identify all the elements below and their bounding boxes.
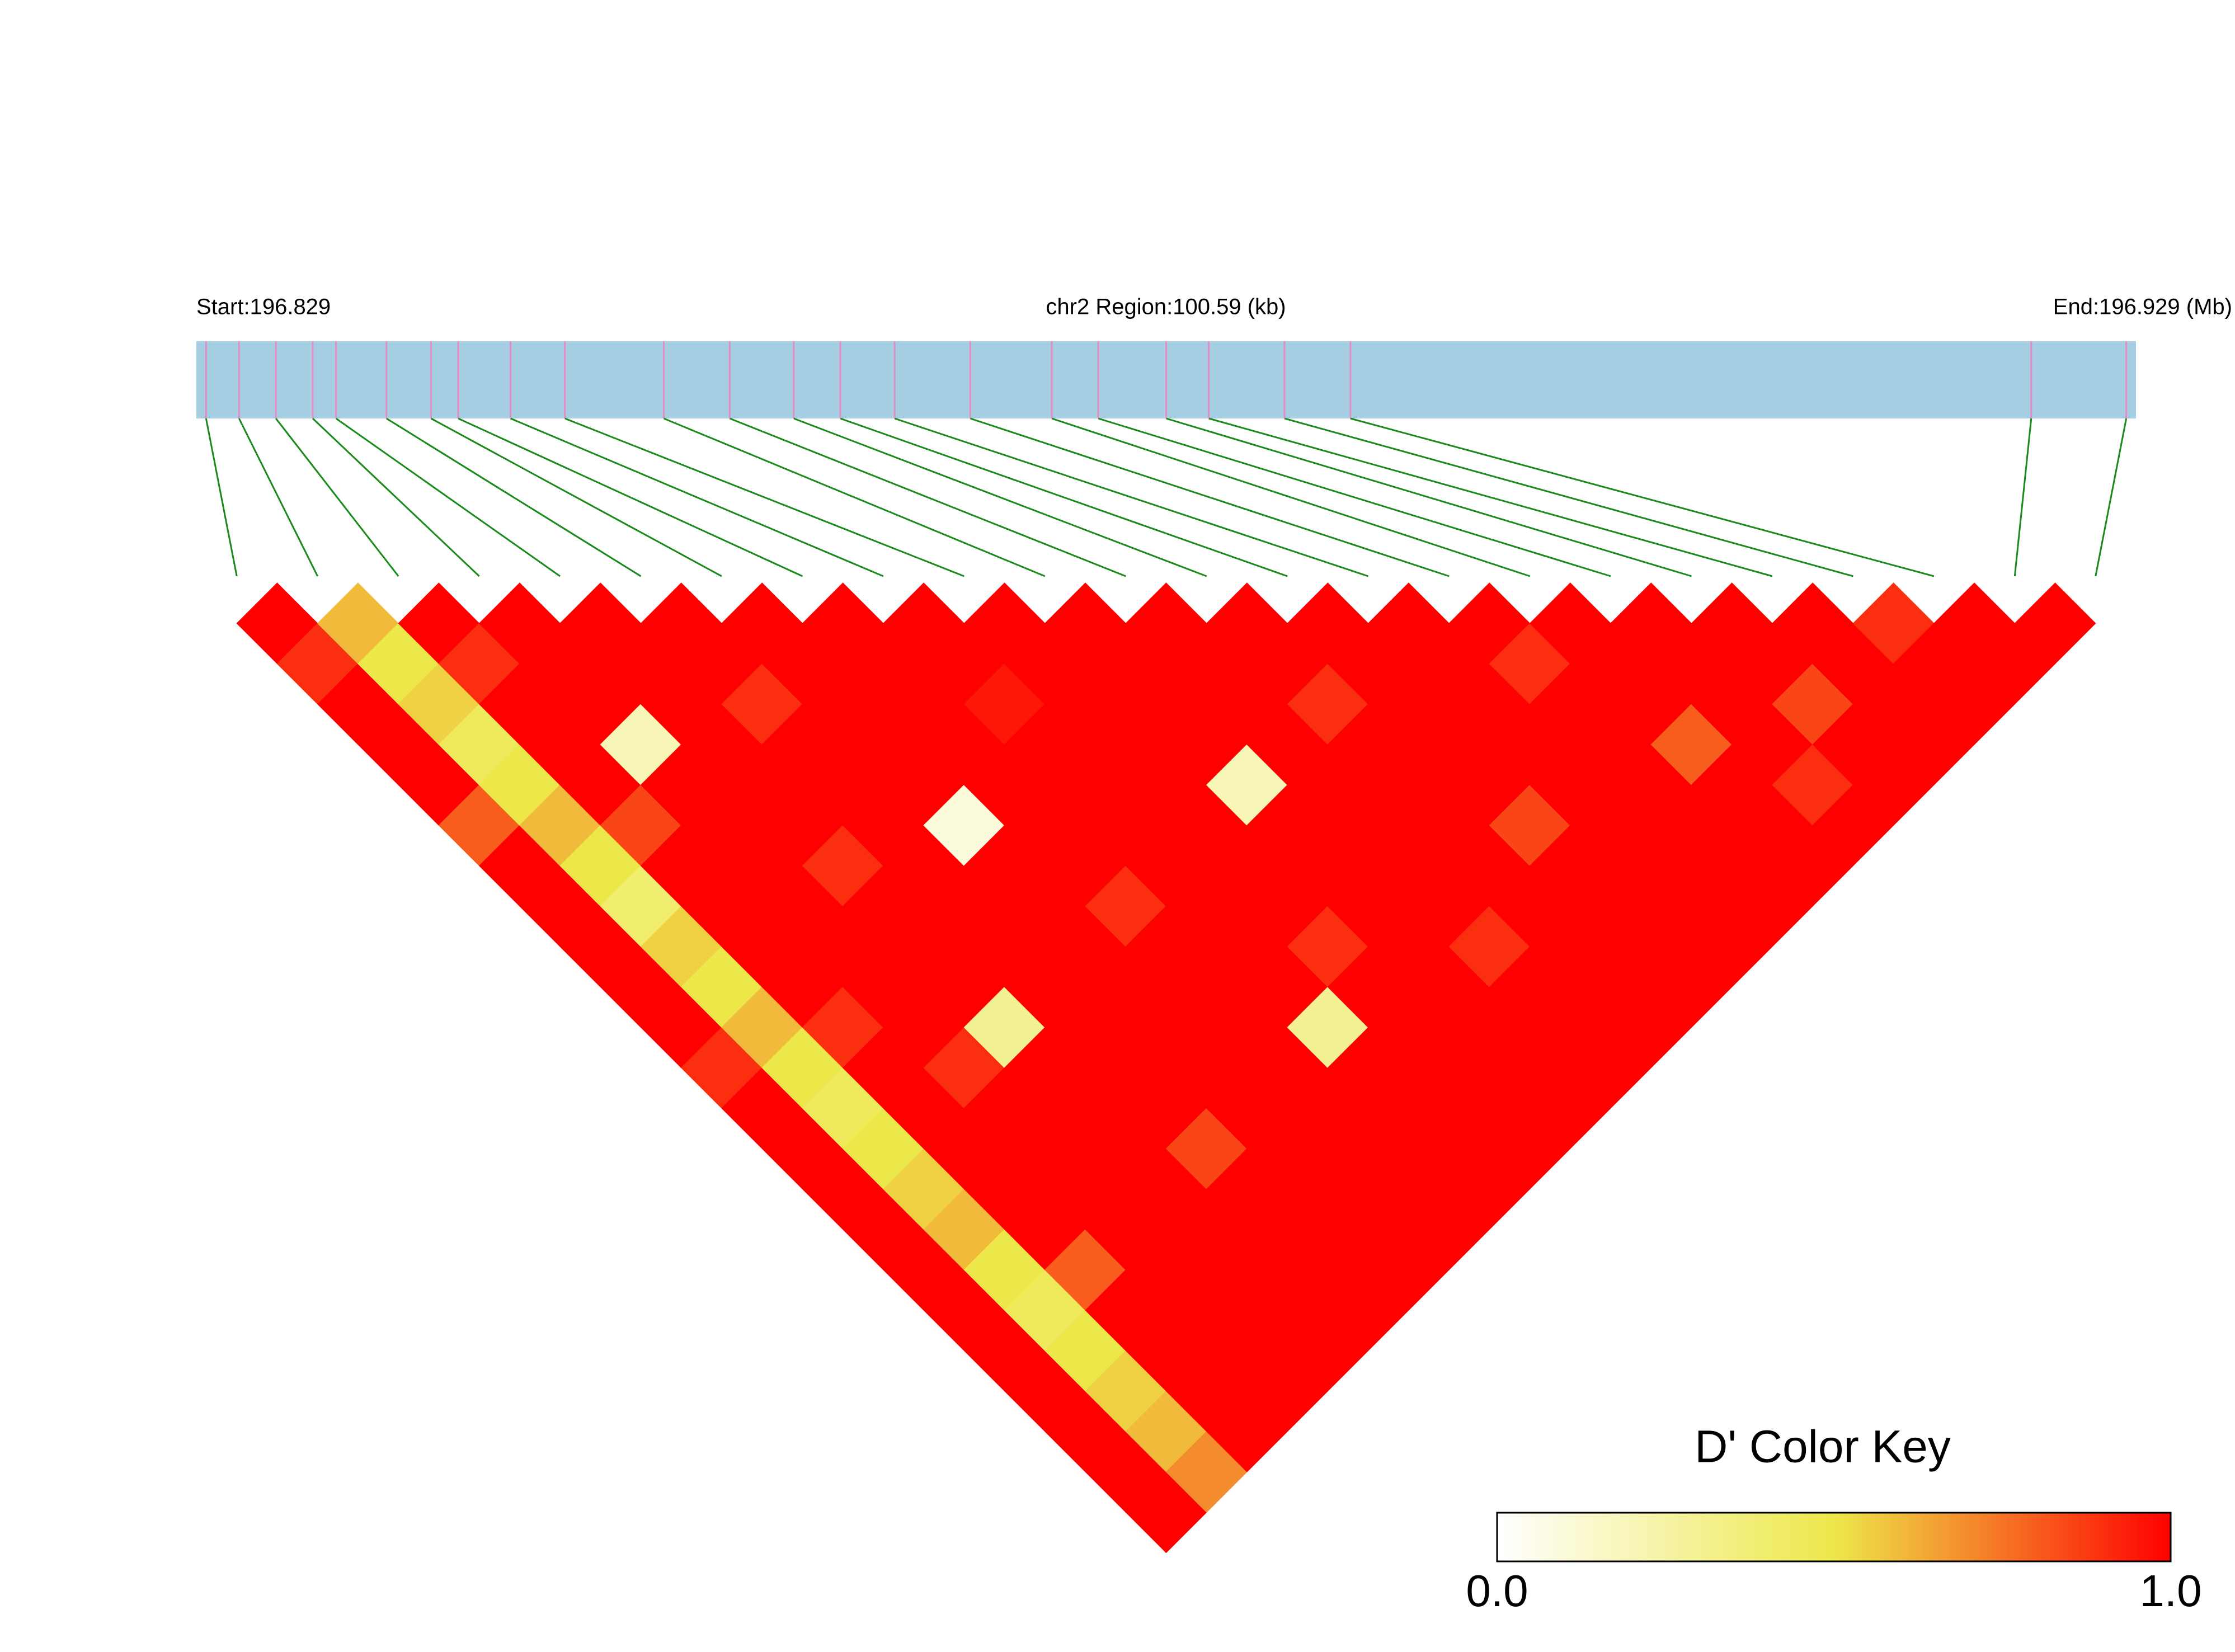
snp-connector: [385, 417, 642, 577]
start-label: Start:196.829: [196, 295, 331, 319]
key-title: D' Color Key: [1695, 1422, 1951, 1472]
snp-connector: [1098, 417, 1611, 577]
color-key: [1496, 1512, 2172, 1562]
snp-connector: [458, 417, 803, 577]
snp-connector: [1166, 417, 1692, 577]
snp-connector: [275, 418, 399, 577]
snp-connector: [729, 417, 1126, 577]
snp-connector: [1284, 417, 1853, 577]
ld-cell: [2014, 582, 2096, 665]
snp-connector: [510, 417, 884, 577]
snp-connector: [205, 418, 238, 577]
snp-connector: [335, 417, 561, 577]
snp-connector: [1208, 417, 1773, 577]
snp-connector: [970, 417, 1450, 577]
end-label: End:196.929 (Mb): [2053, 295, 2232, 319]
snp-connector: [2095, 418, 2128, 577]
key-tick-label: 1.0: [2139, 1566, 2201, 1616]
key-tick-label: 0.0: [1466, 1566, 1528, 1616]
snp-connector: [1350, 417, 1935, 577]
region-label: chr2 Region:100.59 (kb): [1046, 295, 1286, 319]
snp-connector: [840, 417, 1288, 577]
snp-connector: [663, 417, 1046, 577]
snp-connector: [430, 417, 722, 577]
snp-connector: [793, 417, 1207, 577]
snp-connector: [2013, 418, 2032, 577]
snp-connector: [564, 417, 964, 577]
snp-connector: [894, 417, 1369, 577]
snp-connector: [238, 418, 319, 577]
snp-connector: [1051, 417, 1531, 577]
snp-connector: [312, 417, 480, 577]
